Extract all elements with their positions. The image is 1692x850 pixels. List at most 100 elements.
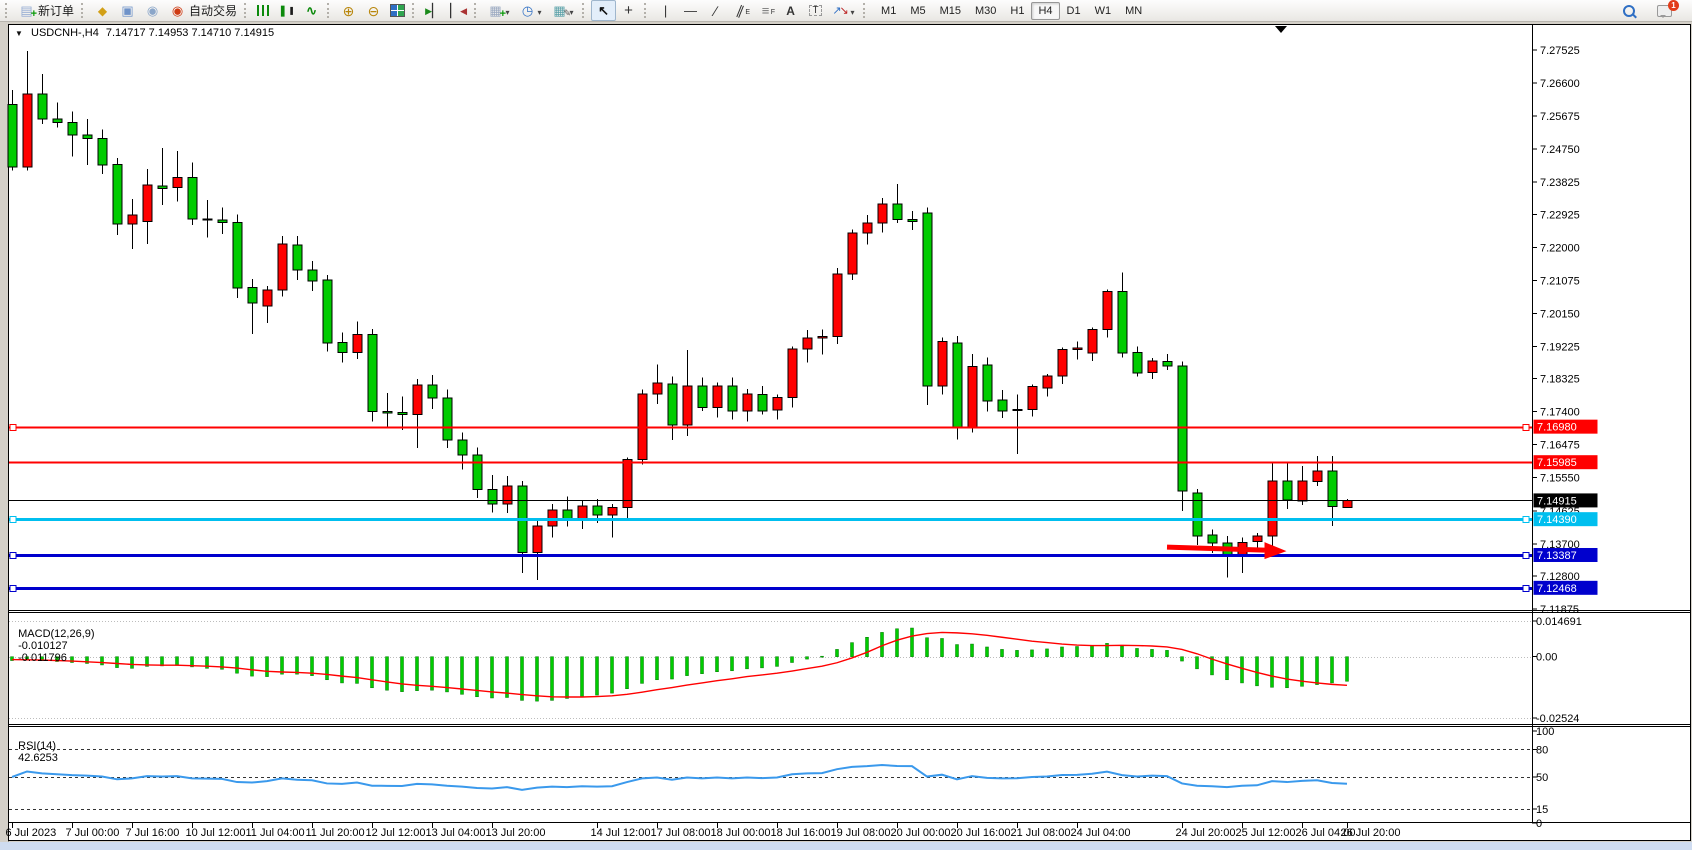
trend-arrow[interactable] bbox=[1166, 544, 1265, 553]
timeframe-M1[interactable]: M1 bbox=[881, 4, 897, 17]
macd-histogram-bar bbox=[865, 637, 869, 657]
candle bbox=[7, 103, 18, 168]
timeframe-D1[interactable]: D1 bbox=[1066, 4, 1081, 17]
templates-button[interactable] bbox=[547, 0, 579, 21]
macd-histogram-bar bbox=[745, 656, 749, 670]
timeframe-M5[interactable]: M5 bbox=[910, 4, 926, 17]
timeframe-M30[interactable]: M30 bbox=[975, 4, 997, 17]
macd-histogram-bar bbox=[340, 656, 344, 684]
new-order-icon bbox=[18, 3, 37, 22]
chart-title-row: USDCNH-,H4 7.14717 7.14953 7.14710 7.149… bbox=[14, 27, 274, 39]
chat-button[interactable]: 1 bbox=[1653, 0, 1679, 21]
macd-histogram-bar bbox=[1135, 648, 1139, 657]
line-anchor[interactable] bbox=[1522, 516, 1530, 523]
macd-histogram-bar bbox=[730, 656, 734, 672]
macd-histogram-bar bbox=[385, 656, 389, 691]
macd-histogram-bar bbox=[145, 656, 149, 667]
time-label: 7 Jul 16:00 bbox=[126, 827, 180, 839]
candle bbox=[667, 383, 678, 426]
macd-histogram-bar bbox=[520, 656, 524, 701]
macd-histogram-bar bbox=[910, 627, 914, 657]
chart-type-group-grip bbox=[244, 3, 250, 18]
macd-histogram-bar bbox=[940, 638, 944, 657]
chart-shift-marker[interactable] bbox=[1275, 26, 1287, 33]
equidistant-channel-button[interactable] bbox=[728, 0, 753, 21]
macd-histogram-bar bbox=[715, 656, 719, 672]
fibonacci-button[interactable] bbox=[753, 0, 778, 21]
candle bbox=[757, 394, 768, 412]
trend-arrow-head[interactable] bbox=[1264, 542, 1287, 560]
bar-chart-button[interactable] bbox=[253, 0, 274, 21]
fibonacci-icon bbox=[757, 3, 775, 21]
price-tick-label: 7.27525 bbox=[1540, 45, 1580, 57]
timeframe-H1[interactable]: H1 bbox=[1010, 4, 1025, 17]
line-anchor[interactable] bbox=[9, 585, 17, 592]
trade-group: 新订单 bbox=[14, 0, 78, 22]
candle bbox=[217, 219, 228, 223]
macd-tick-label: 0.014691 bbox=[1536, 616, 1582, 628]
macd-histogram-bar bbox=[70, 656, 74, 663]
macd-histogram-bar bbox=[610, 656, 614, 694]
candle bbox=[382, 411, 393, 414]
candle bbox=[97, 137, 108, 166]
macd-histogram-bar bbox=[370, 656, 374, 689]
price-badge bbox=[1533, 455, 1598, 470]
timeframe-MN[interactable]: MN bbox=[1125, 4, 1143, 17]
price-tick-label: 7.22925 bbox=[1540, 209, 1580, 221]
candle bbox=[697, 385, 708, 408]
macd-histogram-bar bbox=[115, 656, 119, 668]
macd-histogram-bar bbox=[760, 656, 764, 669]
line-anchor[interactable] bbox=[1522, 552, 1530, 559]
line-anchor[interactable] bbox=[1522, 424, 1530, 431]
price-badge bbox=[1533, 580, 1598, 595]
macd-histogram-bar bbox=[580, 656, 584, 698]
candle bbox=[772, 396, 783, 411]
macd-histogram-bar bbox=[1195, 656, 1199, 670]
new-order-button[interactable]: 新订单 bbox=[14, 0, 78, 22]
autotrading-label: 自动交易 bbox=[189, 4, 238, 18]
price-tick-label: 7.25675 bbox=[1540, 111, 1580, 123]
macd-histogram-bar bbox=[175, 656, 179, 666]
price-tick-label: 7.26600 bbox=[1540, 78, 1580, 90]
candle bbox=[187, 177, 198, 220]
line-anchor[interactable] bbox=[9, 424, 17, 431]
macd-histogram-bar bbox=[835, 649, 839, 657]
macd-histogram-bar bbox=[1075, 646, 1079, 657]
one-click-trading-toggle[interactable] bbox=[14, 27, 24, 39]
search-button[interactable] bbox=[1619, 0, 1639, 21]
macd-histogram-bar bbox=[775, 656, 779, 667]
timeframe-H4[interactable]: H4 bbox=[1031, 1, 1060, 20]
cursor-button[interactable] bbox=[591, 0, 617, 21]
price-tick-label: 7.18325 bbox=[1540, 374, 1580, 386]
trade-group-grip bbox=[5, 3, 11, 18]
macd-histogram-bar bbox=[805, 656, 809, 660]
macd-histogram-bar bbox=[640, 656, 644, 684]
autotrading-button[interactable]: 自动交易 bbox=[165, 0, 241, 21]
tile-windows-button[interactable] bbox=[386, 0, 409, 21]
ohlc-values: 7.14717 7.14953 7.14710 7.14915 bbox=[105, 27, 275, 39]
macd-histogram-bar bbox=[220, 656, 224, 670]
timeframe-W1[interactable]: W1 bbox=[1094, 4, 1112, 17]
line-anchor[interactable] bbox=[9, 552, 17, 559]
candle bbox=[142, 184, 153, 223]
macd-histogram-bar bbox=[100, 656, 104, 666]
candle bbox=[727, 385, 738, 412]
line-anchor[interactable] bbox=[1522, 585, 1530, 592]
time-label: 11 Jul 04:00 bbox=[246, 827, 305, 839]
macd-histogram-bar bbox=[790, 656, 794, 663]
macd-histogram-bar bbox=[1330, 656, 1334, 684]
candle bbox=[1147, 360, 1158, 373]
line-anchor[interactable] bbox=[9, 516, 17, 523]
time-label: 19 Jul 08:00 bbox=[831, 827, 891, 839]
timeframe-M15[interactable]: M15 bbox=[939, 4, 961, 17]
candle bbox=[202, 218, 213, 221]
indicators-button[interactable] bbox=[483, 0, 515, 22]
candle bbox=[22, 93, 33, 168]
macd-histogram-bar bbox=[1045, 648, 1049, 657]
macd-histogram-bar bbox=[685, 656, 689, 676]
candle bbox=[832, 273, 843, 338]
candle bbox=[937, 341, 948, 387]
symbol-title: USDCNH-,H4 bbox=[31, 27, 99, 39]
